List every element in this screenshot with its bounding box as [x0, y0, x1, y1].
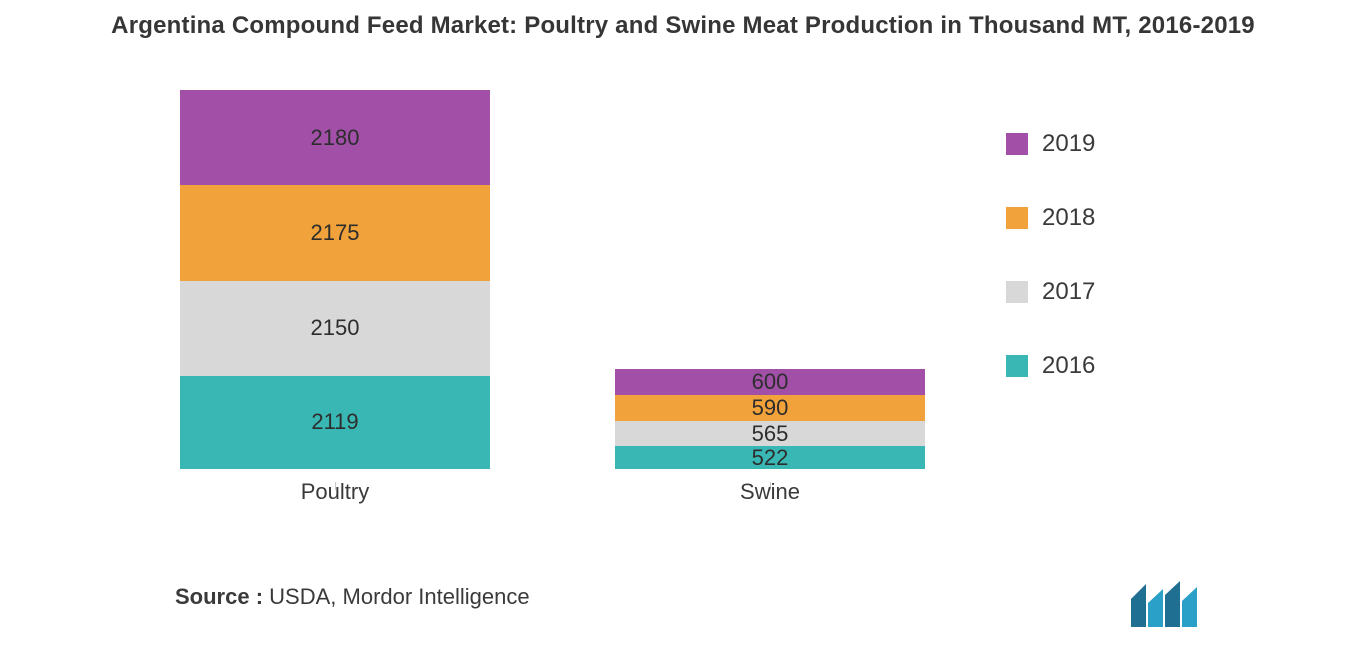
logo-bars	[1131, 581, 1197, 627]
segment-2018: 590	[615, 395, 925, 421]
legend-swatch	[1006, 281, 1028, 303]
legend: 2019 2018 2017 2016	[1006, 130, 1146, 426]
chart-title: Argentina Compound Feed Market: Poultry …	[0, 12, 1366, 40]
legend-label: 2017	[1042, 278, 1095, 306]
mordor-logo	[1131, 579, 1211, 627]
logo-bar-1	[1131, 584, 1146, 627]
legend-swatch	[1006, 355, 1028, 377]
segment-2019: 600	[615, 369, 925, 395]
legend-item-2016: 2016	[1006, 352, 1146, 380]
segment-2016: 522	[615, 446, 925, 469]
legend-item-2017: 2017	[1006, 278, 1146, 306]
segment-2017: 565	[615, 421, 925, 446]
logo-bar-2	[1148, 589, 1163, 627]
legend-item-2019: 2019	[1006, 130, 1146, 158]
segment-2017: 2150	[180, 281, 490, 376]
bar-stack: 600590565522	[615, 369, 925, 469]
category-label-swine: Swine	[740, 479, 800, 505]
legend-label: 2018	[1042, 204, 1095, 232]
logo-bar-3	[1165, 581, 1180, 627]
legend-swatch	[1006, 133, 1028, 155]
bar-stack: 2180217521502119	[180, 90, 490, 469]
segment-2016: 2119	[180, 376, 490, 469]
legend-swatch	[1006, 207, 1028, 229]
legend-item-2018: 2018	[1006, 204, 1146, 232]
logo-bar-4	[1182, 587, 1197, 627]
legend-label: 2016	[1042, 352, 1095, 380]
segment-2019: 2180	[180, 90, 490, 186]
segment-2018: 2175	[180, 185, 490, 281]
source-line: Source : USDA, Mordor Intelligence	[175, 584, 530, 610]
source-text: USDA, Mordor Intelligence	[269, 584, 529, 609]
bar-group-poultry: 2180217521502119	[180, 90, 490, 469]
plot-area: 2180217521502119Poultry600590565522Swine	[120, 70, 990, 490]
bar-group-swine: 600590565522	[615, 369, 925, 469]
legend-label: 2019	[1042, 130, 1095, 158]
source-label: Source :	[175, 584, 263, 609]
category-label-poultry: Poultry	[301, 479, 369, 505]
